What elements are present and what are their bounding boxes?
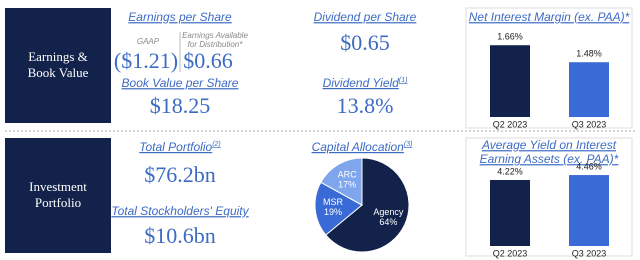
metric-value: $18.25 bbox=[150, 93, 211, 118]
metric-title: Dividend per Share bbox=[314, 10, 417, 24]
metric-value: 13.8% bbox=[337, 93, 394, 118]
chart-frame bbox=[465, 137, 633, 257]
section-label: Earnings & bbox=[28, 49, 88, 64]
value-label: 1.66% bbox=[497, 32, 523, 42]
section-box bbox=[5, 8, 111, 123]
chart-title: Net Interest Margin (ex. PAA)* bbox=[469, 10, 630, 24]
title-text: Capital Allocation bbox=[312, 140, 405, 154]
sub-label: GAAP bbox=[137, 37, 160, 46]
value-label: 1.48% bbox=[576, 49, 602, 59]
pie-slice bbox=[314, 181, 363, 236]
title-text: Total Portfolio bbox=[139, 140, 212, 154]
slice-value: 64% bbox=[379, 217, 397, 227]
slice-value: 19% bbox=[324, 207, 342, 217]
x-tick-label: Q3 2023 bbox=[572, 248, 607, 258]
title-text: Dividend Yield bbox=[323, 76, 400, 90]
metric-title: Earnings per Share bbox=[128, 10, 232, 24]
footnote-mark: (3) bbox=[404, 141, 413, 148]
chart-title: Earning Assets (ex. PAA)* bbox=[480, 152, 619, 166]
bar bbox=[569, 62, 609, 117]
metric-value: $0.66 bbox=[183, 48, 233, 73]
value-label: 4.22% bbox=[497, 166, 523, 176]
metric-title: Book Value per Share bbox=[122, 76, 239, 90]
slice-label: ARC bbox=[338, 169, 358, 179]
metric-value: $76.2bn bbox=[144, 162, 216, 187]
footnote-mark: (2) bbox=[212, 141, 221, 148]
footnote-mark: (1) bbox=[399, 77, 408, 84]
x-tick-label: Q3 2023 bbox=[572, 119, 607, 129]
chart-title: Average Yield on Interest bbox=[481, 138, 617, 152]
metric-value: $0.65 bbox=[340, 30, 390, 55]
section-label: Investment bbox=[29, 179, 87, 194]
bar bbox=[490, 179, 530, 246]
bar bbox=[490, 45, 530, 117]
chart-title: Capital Allocation(3) bbox=[312, 140, 413, 154]
sub-label: for Distribution* bbox=[188, 40, 244, 49]
chart-frame bbox=[465, 7, 633, 129]
section-label: Book Value bbox=[28, 65, 89, 80]
pie-slice bbox=[325, 157, 410, 253]
slice-value: 17% bbox=[338, 179, 356, 189]
x-tick-label: Q2 2023 bbox=[493, 119, 528, 129]
pie-slice bbox=[320, 157, 363, 206]
x-tick-label: Q2 2023 bbox=[493, 248, 528, 258]
metric-title: Dividend Yield(1) bbox=[323, 76, 408, 90]
slice-label: MSR bbox=[323, 197, 344, 207]
value-label: 4.46% bbox=[576, 161, 602, 171]
bar bbox=[569, 175, 609, 246]
metric-title: Total Portfolio(2) bbox=[139, 140, 221, 154]
slice-label: Agency bbox=[373, 207, 404, 217]
section-label: Portfolio bbox=[35, 195, 81, 210]
sub-label: Earnings Available bbox=[182, 31, 248, 40]
section-box bbox=[5, 138, 111, 253]
metric-value: ($1.21) bbox=[114, 48, 178, 73]
metric-title: Total Stockholders' Equity bbox=[111, 204, 249, 218]
metric-value: $10.6bn bbox=[144, 223, 216, 248]
